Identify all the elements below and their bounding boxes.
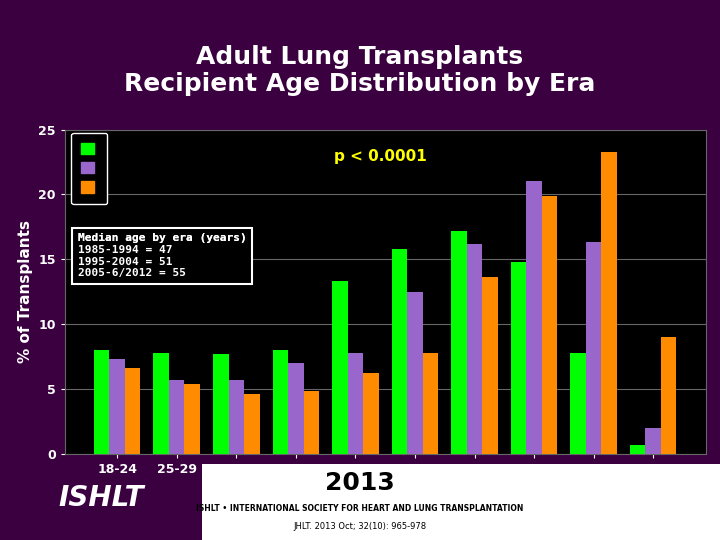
Bar — [526, 181, 542, 454]
Bar — [423, 353, 438, 454]
Bar — [482, 278, 498, 454]
Bar — [109, 359, 125, 454]
Text: Median age by era (years)
1985-1994 = 47
1995-2004 = 51
2005-6/2012 = 55: Median age by era (years) 1985-1994 = 47… — [78, 233, 246, 278]
Bar — [228, 380, 244, 454]
Bar — [304, 392, 319, 454]
Bar — [467, 244, 482, 454]
Bar — [125, 368, 140, 454]
Bar — [169, 380, 184, 454]
Bar — [273, 350, 288, 454]
Bar — [184, 383, 200, 454]
Bar — [511, 262, 526, 454]
Bar — [661, 337, 677, 454]
Y-axis label: % of Transplants: % of Transplants — [18, 220, 32, 363]
Bar — [392, 249, 408, 454]
Text: Median age by era (years): Median age by era (years) — [78, 233, 246, 244]
Bar — [570, 353, 586, 454]
Text: 2013: 2013 — [325, 471, 395, 495]
Bar — [630, 444, 646, 454]
Bar — [202, 464, 720, 540]
Bar — [332, 281, 348, 454]
Bar — [244, 394, 259, 454]
Text: Recipient Age Distribution by Era: Recipient Age Distribution by Era — [125, 72, 595, 96]
Bar — [213, 354, 228, 454]
Bar — [586, 242, 601, 454]
Bar — [363, 373, 379, 454]
Bar — [94, 350, 109, 454]
Bar — [646, 428, 661, 454]
Text: Adult Lung Transplants: Adult Lung Transplants — [197, 45, 523, 69]
Bar — [153, 353, 169, 454]
Text: ISHLT: ISHLT — [58, 484, 143, 512]
Bar — [408, 292, 423, 454]
Text: JHLT. 2013 Oct; 32(10): 965-978: JHLT. 2013 Oct; 32(10): 965-978 — [294, 522, 426, 531]
Bar — [288, 363, 304, 454]
Bar — [451, 231, 467, 454]
Bar — [542, 195, 557, 454]
Text: p < 0.0001: p < 0.0001 — [334, 149, 427, 164]
Legend: , , : , , — [71, 133, 107, 204]
X-axis label: Recipient Age: Recipient Age — [325, 481, 445, 496]
Bar — [348, 353, 363, 454]
Text: ISHLT • INTERNATIONAL SOCIETY FOR HEART AND LUNG TRANSPLANTATION: ISHLT • INTERNATIONAL SOCIETY FOR HEART … — [197, 504, 523, 513]
Bar — [601, 152, 617, 454]
